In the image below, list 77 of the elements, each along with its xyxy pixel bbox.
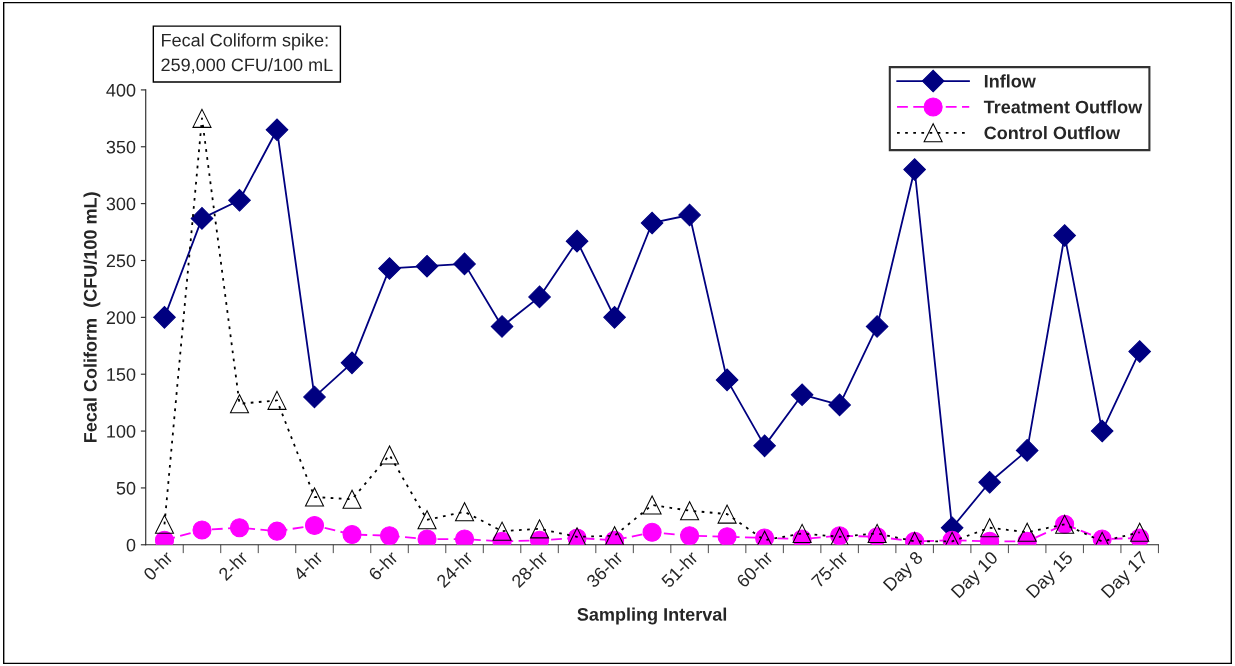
point bbox=[379, 445, 400, 465]
point bbox=[342, 489, 362, 509]
point bbox=[792, 523, 812, 543]
y-tick-label: 300 bbox=[106, 197, 136, 211]
point bbox=[605, 526, 625, 545]
y-tick-label: 50 bbox=[116, 481, 136, 495]
point bbox=[642, 495, 662, 515]
x-tick-label: 2-hr bbox=[217, 549, 249, 581]
point bbox=[453, 252, 476, 276]
point bbox=[717, 527, 737, 545]
y-tick-label: 100 bbox=[107, 425, 136, 438]
point bbox=[229, 394, 250, 414]
x-tick-label: 0-hr bbox=[142, 549, 174, 582]
point bbox=[228, 188, 251, 212]
legend-label: Treatment Outflow bbox=[983, 100, 1143, 114]
point bbox=[379, 526, 400, 545]
point bbox=[267, 521, 287, 541]
point bbox=[1017, 522, 1037, 542]
x-tick-label: Day 10 bbox=[950, 550, 1002, 601]
y-tick-label: 0 bbox=[126, 538, 136, 552]
point bbox=[192, 108, 212, 128]
x-tick-label: 6-hr bbox=[367, 549, 399, 582]
point bbox=[304, 487, 325, 507]
point bbox=[417, 510, 437, 530]
point bbox=[267, 390, 287, 410]
y-tick-label: 400 bbox=[106, 83, 136, 97]
point bbox=[229, 518, 250, 538]
point bbox=[828, 393, 851, 417]
point bbox=[903, 158, 926, 181]
x-tick-label: Day 15 bbox=[1025, 550, 1077, 601]
point bbox=[1053, 224, 1076, 247]
point bbox=[640, 211, 664, 235]
point bbox=[978, 470, 1001, 494]
point bbox=[154, 514, 175, 534]
point bbox=[415, 254, 439, 278]
text: Fecal Coliform spike: 259,000 CFU/100 mL bbox=[161, 33, 333, 74]
point bbox=[265, 118, 289, 142]
point bbox=[153, 306, 176, 329]
point bbox=[753, 434, 776, 458]
y-axis-title: Fecal Coliform (CFU/100 mL) bbox=[83, 192, 101, 443]
point bbox=[342, 525, 362, 545]
point bbox=[528, 285, 551, 309]
point bbox=[1015, 439, 1039, 462]
point bbox=[378, 257, 401, 280]
point bbox=[865, 315, 889, 338]
point bbox=[680, 501, 700, 521]
point bbox=[717, 504, 737, 524]
point bbox=[530, 519, 550, 539]
y-tick-label: 350 bbox=[106, 140, 136, 154]
x-tick-label: Day 17 bbox=[1100, 550, 1151, 601]
y-tick-label: 250 bbox=[106, 254, 136, 268]
point bbox=[1130, 522, 1150, 542]
point bbox=[492, 521, 512, 541]
point bbox=[455, 502, 475, 522]
point bbox=[340, 351, 364, 375]
point bbox=[715, 368, 739, 392]
point bbox=[303, 385, 326, 409]
point bbox=[565, 229, 589, 253]
x-axis-title: Sampling Interval bbox=[577, 607, 727, 625]
point bbox=[490, 315, 514, 338]
y-tick-label: 200 bbox=[106, 311, 136, 325]
point bbox=[678, 203, 701, 227]
x-tick-label: Day 8 bbox=[882, 550, 926, 594]
point bbox=[980, 518, 1000, 538]
point bbox=[304, 515, 325, 535]
legend-label: Inflow bbox=[984, 74, 1036, 88]
point bbox=[1128, 340, 1151, 363]
point bbox=[603, 306, 626, 329]
point bbox=[680, 526, 700, 545]
point bbox=[642, 522, 662, 542]
point bbox=[1090, 419, 1114, 443]
point bbox=[790, 383, 814, 406]
legend-label: Control Outflow bbox=[984, 126, 1121, 140]
x-tick-label: 4-hr bbox=[292, 549, 324, 582]
point bbox=[190, 207, 214, 230]
point bbox=[192, 520, 212, 540]
y-tick-label: 150 bbox=[107, 368, 136, 381]
